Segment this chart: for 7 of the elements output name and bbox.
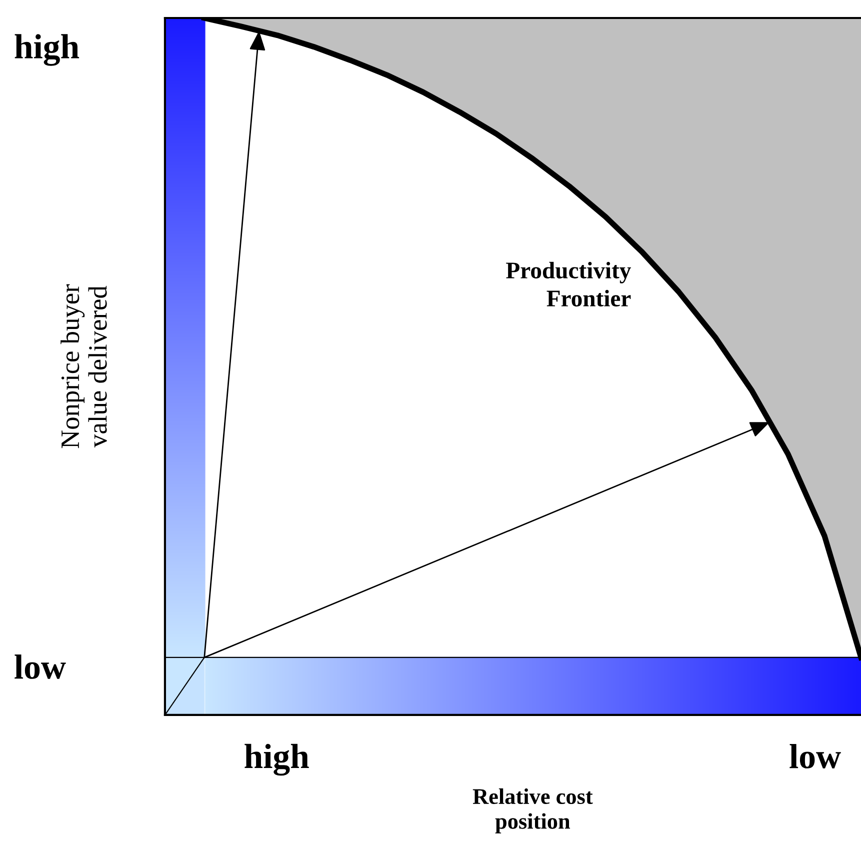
text: Relative cost position	[472, 788, 593, 834]
text: low	[790, 744, 841, 768]
text: high	[244, 744, 309, 776]
text: low	[14, 654, 66, 679]
y-axis-title: Nonprice buyer value delivered	[60, 284, 107, 448]
series-label: Productivity Frontier	[506, 262, 631, 306]
text: high	[14, 34, 80, 66]
